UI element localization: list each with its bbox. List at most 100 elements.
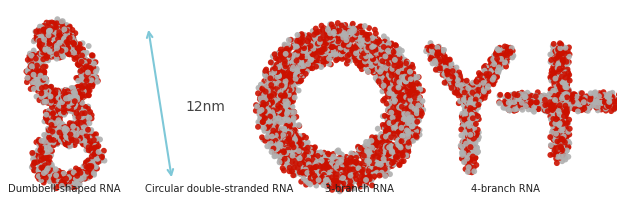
Point <box>31 65 41 68</box>
Point <box>64 35 74 39</box>
Point <box>413 105 423 109</box>
Point <box>539 108 549 111</box>
Point <box>465 103 475 106</box>
Point <box>253 92 263 95</box>
Point <box>465 158 475 161</box>
Point <box>557 139 567 143</box>
Point <box>394 63 404 66</box>
Point <box>319 28 329 32</box>
Point <box>561 99 571 102</box>
Point <box>65 107 75 110</box>
Point <box>384 92 394 95</box>
Point <box>57 49 67 53</box>
Point <box>64 135 74 138</box>
Point <box>52 52 62 56</box>
Point <box>462 96 471 99</box>
Point <box>264 95 274 98</box>
Point <box>333 27 342 30</box>
Point <box>301 49 311 53</box>
Point <box>389 132 399 135</box>
Point <box>60 30 70 33</box>
Point <box>367 150 377 153</box>
Point <box>370 70 379 74</box>
Point <box>324 62 334 65</box>
Point <box>317 159 326 162</box>
Point <box>39 152 49 155</box>
Point <box>392 151 402 154</box>
Point <box>384 151 394 154</box>
Point <box>554 98 564 101</box>
Point <box>400 111 410 115</box>
Point <box>523 108 533 111</box>
Point <box>331 56 341 59</box>
Point <box>389 59 399 62</box>
Point <box>40 42 50 46</box>
Point <box>482 75 492 79</box>
Point <box>555 102 565 105</box>
Point <box>375 157 385 160</box>
Point <box>489 76 499 79</box>
Point <box>52 91 62 94</box>
Point <box>339 35 349 38</box>
Point <box>41 33 51 36</box>
Point <box>387 107 397 110</box>
Point <box>68 127 78 130</box>
Point <box>300 46 310 49</box>
Point <box>407 93 417 96</box>
Point <box>277 161 287 164</box>
Point <box>284 146 294 149</box>
Point <box>447 73 457 76</box>
Point <box>61 25 71 28</box>
Point <box>481 82 491 85</box>
Point <box>79 114 89 118</box>
Point <box>260 99 270 102</box>
Point <box>72 134 82 137</box>
Point <box>305 166 315 169</box>
Point <box>273 53 283 56</box>
Point <box>289 116 299 119</box>
Point <box>35 43 45 46</box>
Point <box>562 99 572 102</box>
Point <box>69 125 79 128</box>
Point <box>489 68 499 71</box>
Point <box>268 97 278 100</box>
Point <box>45 160 55 164</box>
Point <box>59 104 68 107</box>
Point <box>38 163 48 166</box>
Point <box>286 148 296 152</box>
Point <box>33 73 43 77</box>
Point <box>269 64 279 67</box>
Point <box>54 109 64 112</box>
Point <box>59 181 69 184</box>
Point <box>371 53 381 57</box>
Point <box>552 153 561 156</box>
Point <box>321 30 331 33</box>
Point <box>262 83 272 87</box>
Point <box>63 40 73 43</box>
Point <box>344 169 354 172</box>
Point <box>85 62 95 66</box>
Point <box>40 30 50 33</box>
Point <box>468 137 478 140</box>
Point <box>379 164 389 167</box>
Point <box>550 91 560 94</box>
Point <box>37 86 47 89</box>
Point <box>84 44 94 48</box>
Point <box>513 100 523 103</box>
Point <box>48 106 57 109</box>
Point <box>38 152 48 156</box>
Point <box>39 46 49 50</box>
Point <box>581 108 591 112</box>
Point <box>500 52 510 56</box>
Point <box>50 103 60 106</box>
Point <box>64 38 73 41</box>
Point <box>293 49 303 52</box>
Point <box>43 145 52 148</box>
Point <box>503 47 513 51</box>
Point <box>62 128 72 131</box>
Point <box>331 59 341 62</box>
Point <box>283 43 293 47</box>
Point <box>88 166 97 170</box>
Point <box>81 165 91 168</box>
Point <box>276 129 286 132</box>
